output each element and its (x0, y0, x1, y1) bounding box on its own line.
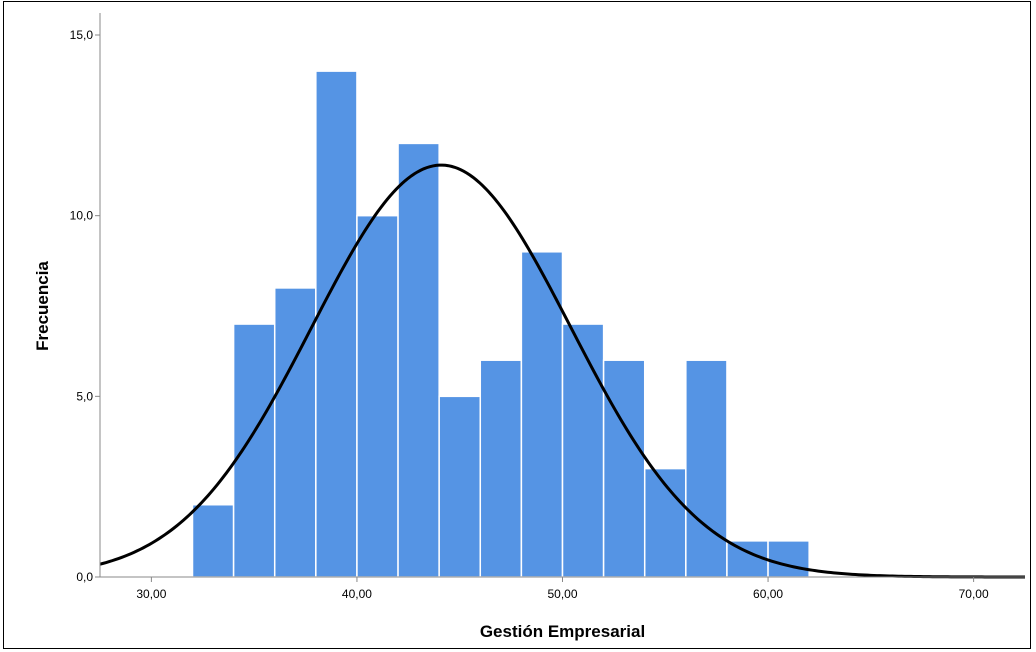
histogram-bar-7 (438, 395, 482, 578)
histogram-bar-3 (273, 287, 317, 578)
histogram-bar-5 (356, 214, 399, 578)
axes-group: 0,0 5,0 10,0 15,0 30,00 40,00 50,00 60,00 70,00 (70, 13, 1025, 601)
y-tick-label: 10,0 (70, 209, 94, 223)
x-tick-label: 70,00 (959, 587, 989, 601)
x-tick-label: 60,00 (753, 587, 783, 601)
y-tick-label: 15,0 (70, 28, 94, 42)
x-axis-title: Gestión Empresarial (480, 622, 645, 641)
x-tick-label: 30,00 (136, 587, 166, 601)
histogram-bar-10 (561, 323, 605, 578)
x-tick-label: 40,00 (342, 587, 372, 601)
histogram-bar-9 (520, 251, 564, 578)
histogram-bar-8 (479, 359, 523, 578)
histogram-bar-6 (397, 142, 440, 578)
histogram-bar-4 (315, 70, 358, 578)
normal-curve (99, 163, 1025, 579)
bars-group (191, 70, 810, 578)
histogram-bar-2 (232, 323, 276, 578)
y-axis-title: Frecuencia (33, 261, 52, 351)
y-tick-label: 5,0 (76, 389, 93, 403)
y-tick-label: 0,0 (76, 570, 93, 584)
histogram-bar-13 (685, 359, 728, 578)
histogram-bar-11 (602, 359, 646, 578)
histogram-bar-1 (191, 503, 235, 578)
histogram-bar-15 (767, 540, 810, 578)
x-tick-label: 50,00 (547, 587, 577, 601)
